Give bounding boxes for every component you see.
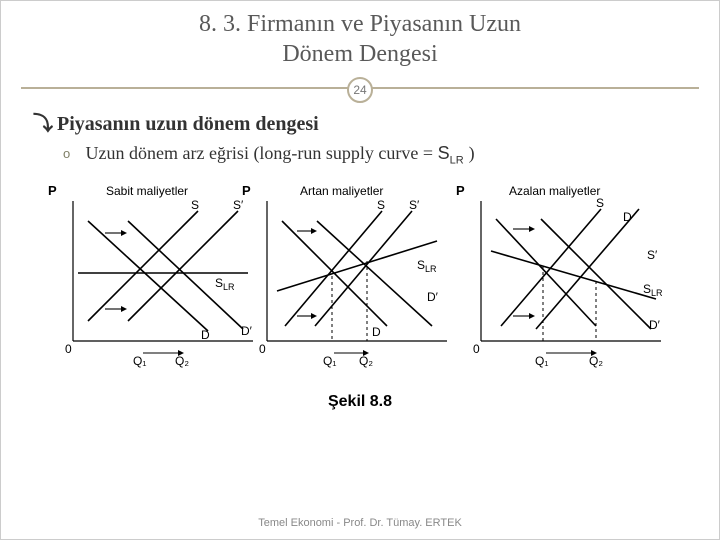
panel-decreasing-cost: P Azalan maliyetler 0 S S′ D D′ xyxy=(451,181,677,371)
sub-text: Uzun dönem arz eğrisi (long-run supply c… xyxy=(86,143,434,163)
y-axis-label: P xyxy=(456,183,465,198)
heading-text: Piyasanın uzun dönem dengesi xyxy=(57,113,319,135)
svg-text:Artan maliyetler: Artan maliyetler xyxy=(300,184,383,198)
title-area: 8. 3. Firmanın ve Piyasanın Uzun Dönem D… xyxy=(1,1,719,71)
svg-text:P: P xyxy=(242,183,251,198)
slide-number-badge: 24 xyxy=(347,77,373,103)
figure-caption: Şekil 8.8 xyxy=(33,393,687,411)
title-line-2: Dönem Dengesi xyxy=(21,39,699,69)
slide: 8. 3. Firmanın ve Piyasanın Uzun Dönem D… xyxy=(0,0,720,540)
svg-text:Q₂: Q₂ xyxy=(359,354,373,368)
panel-title-3: Azalan maliyetler xyxy=(509,184,600,198)
sub-symbol: SLR xyxy=(438,143,469,163)
q1-label: Q₁ xyxy=(133,354,146,368)
section-heading: ⤵︎Piyasanın uzun dönem dengesi xyxy=(33,111,687,137)
svg-text:Q₁: Q₁ xyxy=(323,354,336,368)
svg-text:0: 0 xyxy=(473,342,480,356)
figure-row: P Sabit maliyetler 0 S S′ D D′ xyxy=(43,181,677,371)
svg-text:D: D xyxy=(372,325,381,339)
label-S: S xyxy=(191,198,199,212)
origin-label: 0 xyxy=(65,342,72,356)
sub-close: ) xyxy=(469,143,475,163)
bullet-icon: ⤵︎ xyxy=(33,111,53,137)
label-D: D xyxy=(201,328,210,342)
panel-constant-cost: P Sabit maliyetler 0 S S′ D D′ xyxy=(43,181,269,371)
svg-text:S: S xyxy=(377,198,385,212)
label-SLR: SLR xyxy=(215,276,235,292)
svg-text:SLR: SLR xyxy=(417,258,437,274)
sub-bullet-icon: o xyxy=(63,146,81,161)
label-Sprime: S′ xyxy=(647,248,658,262)
panel-title-1: Sabit maliyetler xyxy=(106,184,188,198)
panel-increasing-cost-fix: P Artan maliyetler 0 S S′ D D′ SLR xyxy=(237,181,463,371)
sub-bullet: o Uzun dönem arz eğrisi (long-run supply… xyxy=(63,143,687,167)
label-SLR: SLR xyxy=(643,282,663,298)
svg-text:D′: D′ xyxy=(427,290,439,304)
svg-text:S′: S′ xyxy=(409,198,420,212)
y-axis-label: P xyxy=(48,183,57,198)
title-line-1: 8. 3. Firmanın ve Piyasanın Uzun xyxy=(21,9,699,39)
content-area: ⤵︎Piyasanın uzun dönem dengesi o Uzun dö… xyxy=(1,97,719,411)
q2-label: Q₂ xyxy=(589,354,603,368)
svg-text:0: 0 xyxy=(259,342,266,356)
divider-wrap: 24 xyxy=(1,77,719,97)
q2-label: Q₂ xyxy=(175,354,189,368)
label-Dprime: D′ xyxy=(649,318,661,332)
footer-text: Temel Ekonomi - Prof. Dr. Tümay. ERTEK xyxy=(1,517,719,529)
label-D: D xyxy=(623,210,632,224)
q1-label: Q₁ xyxy=(535,354,548,368)
label-S: S xyxy=(596,196,604,210)
